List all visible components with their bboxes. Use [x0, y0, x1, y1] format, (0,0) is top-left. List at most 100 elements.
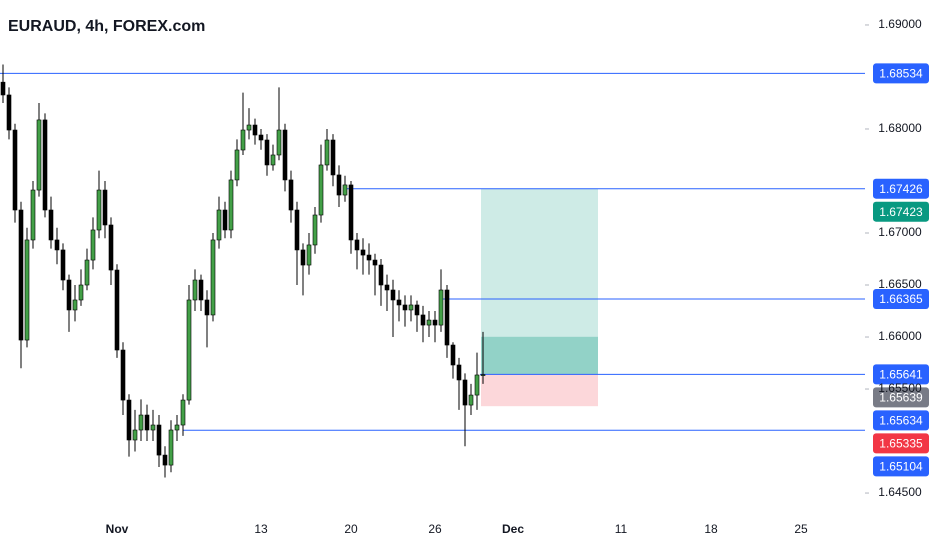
candle-body — [354, 239, 360, 251]
candle-body — [180, 399, 186, 426]
candle-body — [234, 149, 240, 181]
price-tag-label: 1.67426 — [879, 182, 923, 196]
price-tag-label: 1.65641 — [879, 368, 923, 382]
x-tick-label: 13 — [254, 522, 268, 536]
price-tag-label: 1.65104 — [879, 460, 923, 474]
candle-body — [114, 269, 120, 351]
y-tick-label: 1.66000 — [878, 329, 922, 343]
candle-body — [144, 414, 150, 431]
candle-body — [288, 179, 294, 211]
candle-body — [318, 164, 324, 216]
x-tick-label: Nov — [106, 522, 129, 536]
candle-body — [174, 424, 180, 431]
candle-body — [336, 174, 342, 196]
price-tag — [873, 433, 929, 454]
price-tag-label: 1.65335 — [879, 437, 923, 451]
candle-body — [408, 304, 414, 311]
price-tag-label: 1.68534 — [879, 67, 923, 81]
candle-body — [24, 239, 30, 341]
candle-body — [432, 319, 438, 326]
candle-body — [384, 284, 390, 291]
candle-body — [252, 124, 258, 136]
candle-body — [156, 424, 162, 456]
candle-body — [108, 224, 114, 271]
price-tag — [873, 387, 929, 408]
candle-body — [414, 304, 420, 316]
candle-body — [438, 289, 444, 326]
price-tag — [873, 178, 929, 199]
candle-body — [306, 244, 312, 266]
candle-body — [258, 134, 264, 141]
candle-body — [36, 119, 42, 191]
price-tag-label: 1.66365 — [879, 292, 923, 306]
price-tag-label: 1.67423 — [879, 205, 923, 219]
candle-body — [6, 94, 12, 131]
candle-body — [264, 139, 270, 166]
candle-body — [228, 179, 234, 231]
candle-body — [444, 289, 450, 346]
price-tag — [873, 410, 929, 431]
loss-zone — [481, 374, 598, 407]
candle-body — [348, 184, 354, 241]
candle-body — [84, 259, 90, 286]
price-tag-label: 1.65639 — [879, 391, 923, 405]
candle-body — [78, 284, 84, 301]
candle-body — [474, 374, 480, 396]
candle-body — [150, 424, 156, 431]
price-tag — [873, 364, 929, 385]
candle-body — [282, 129, 288, 181]
candle-body — [12, 129, 18, 211]
candle-body — [0, 81, 6, 96]
candle-body — [30, 189, 36, 241]
chart-title: EURAUD, 4h, FOREX.com — [8, 18, 205, 35]
x-tick-label: Dec — [502, 522, 524, 536]
y-tick-label: 1.69000 — [878, 17, 922, 31]
y-tick-label: 1.68000 — [878, 121, 922, 135]
candle-body — [216, 209, 222, 241]
candle-body — [90, 229, 96, 261]
candle-body — [192, 279, 198, 301]
candle-body — [324, 139, 330, 166]
candle-body — [120, 349, 126, 401]
candle-body — [138, 414, 144, 431]
y-tick-label: 1.64500 — [878, 485, 922, 499]
candle-body — [54, 239, 60, 251]
profit-zone — [481, 189, 598, 375]
candle-body — [222, 209, 228, 231]
candle-body — [456, 364, 462, 381]
price-tag — [873, 63, 929, 84]
candle-body — [294, 209, 300, 251]
x-tick-label: 11 — [615, 522, 628, 536]
candle-body — [300, 249, 306, 266]
candle-body — [168, 429, 174, 466]
open-profit — [481, 336, 598, 375]
candle-body — [312, 214, 318, 246]
candle-body — [480, 374, 486, 376]
candle-body — [246, 124, 252, 131]
candle-body — [276, 129, 282, 156]
y-tick-label: 1.67000 — [878, 225, 922, 239]
candle-body — [270, 154, 276, 166]
candle-body — [42, 119, 48, 211]
candle-body — [372, 259, 378, 266]
candle-body — [390, 289, 396, 301]
price-tag-label: 1.65634 — [879, 414, 923, 428]
candle-body — [132, 429, 138, 441]
candle-body — [210, 239, 216, 316]
y-tick-label: 1.66500 — [878, 277, 922, 291]
y-tick-label: 1.65500 — [878, 381, 922, 395]
candle-body — [462, 379, 468, 406]
candle-body — [126, 399, 132, 441]
x-tick-label: 25 — [794, 522, 808, 536]
price-tag — [873, 456, 929, 477]
candle-body — [468, 394, 474, 406]
candle-body — [330, 139, 336, 176]
candle-body — [162, 454, 168, 466]
candle-body — [378, 264, 384, 286]
candle-body — [450, 344, 456, 366]
candle-body — [18, 209, 24, 341]
candle-body — [66, 279, 72, 311]
x-tick-label: 18 — [704, 522, 718, 536]
